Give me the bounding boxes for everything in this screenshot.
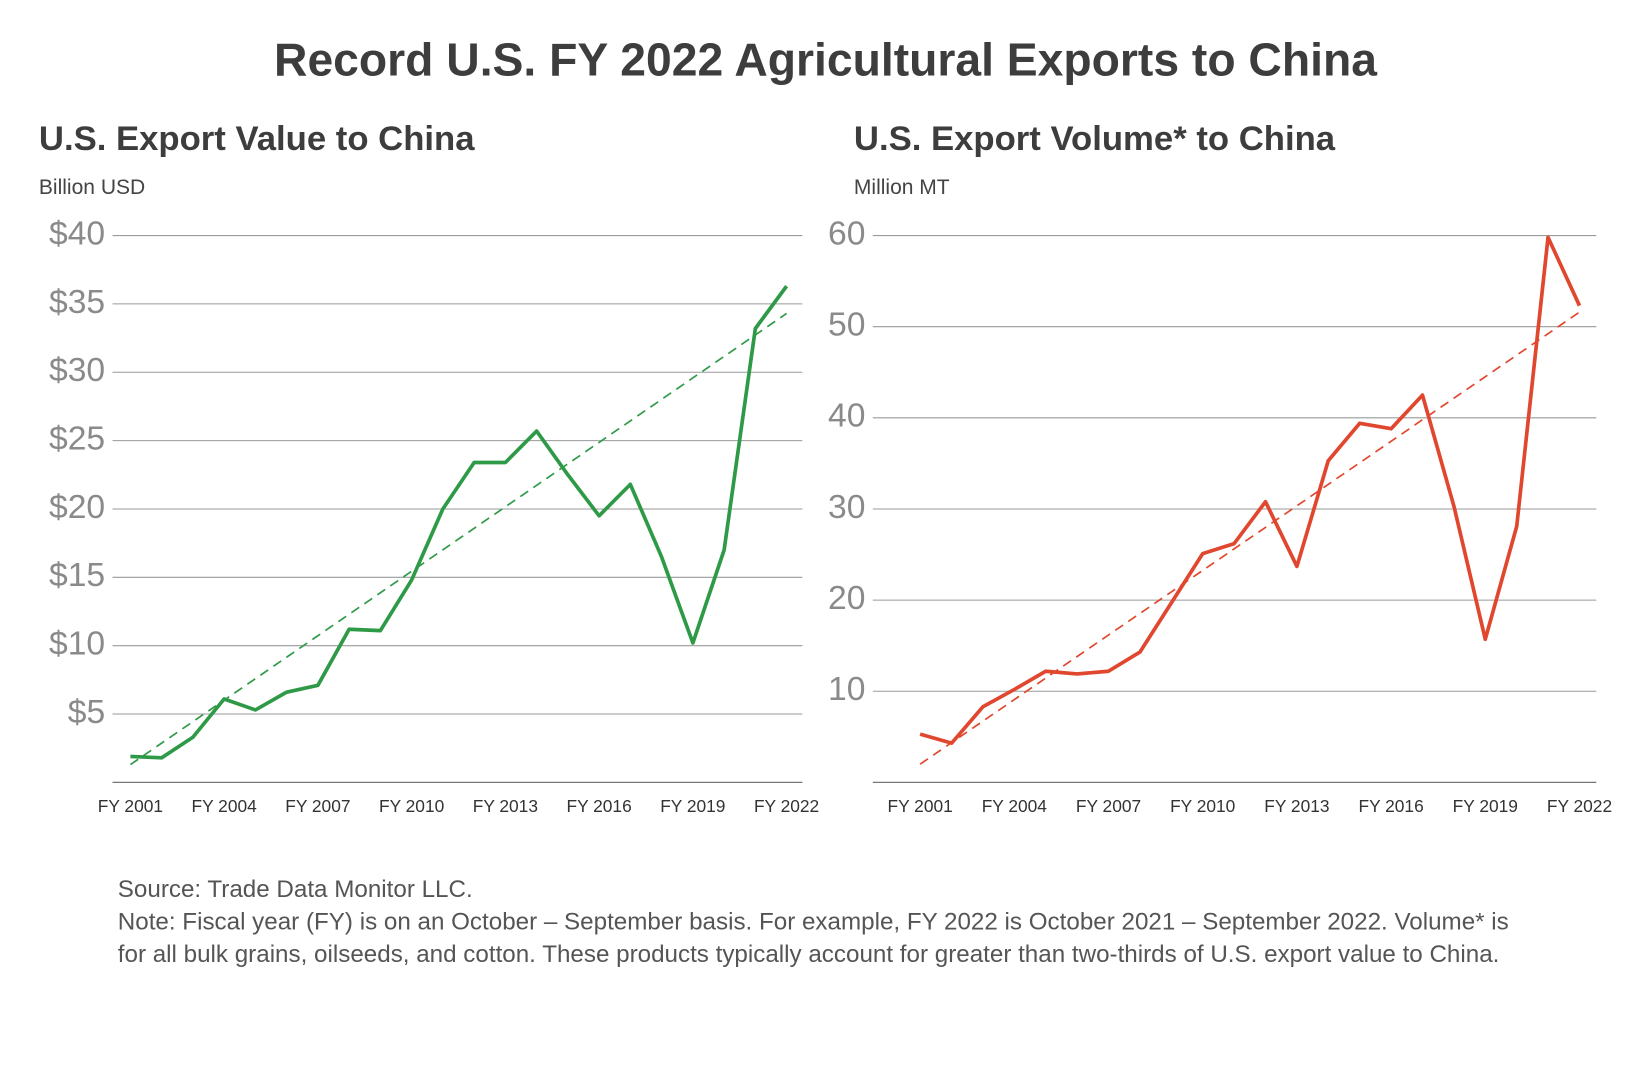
x-tick-label: FY 2010 <box>1170 796 1235 816</box>
trend-line <box>129 312 788 766</box>
y-tick-label: $30 <box>49 352 105 389</box>
data-line <box>130 285 789 760</box>
x-tick-label: FY 2007 <box>285 796 350 816</box>
x-tick-label: FY 2001 <box>98 796 163 816</box>
y-tick-label: $25 <box>49 421 105 458</box>
chart-title: U.S. Export Volume* to China <box>854 120 1336 158</box>
x-tick-label: FY 2016 <box>566 796 631 816</box>
x-tick-label: FY 2004 <box>982 796 1048 816</box>
x-tick-label: FY 2019 <box>1453 796 1518 816</box>
y-tick-label: 40 <box>828 398 865 435</box>
chart-title: U.S. Export Value to China <box>39 120 475 158</box>
chart-subtitle: Billion USD <box>39 176 145 199</box>
x-tick-label: FY 2013 <box>1264 796 1329 816</box>
x-tick-label: FY 2016 <box>1358 796 1423 816</box>
trend-line <box>919 311 1580 765</box>
chart-subtitle: Million MT <box>854 176 950 199</box>
x-tick-label: FY 2019 <box>660 796 725 816</box>
y-tick-label: $15 <box>49 557 105 594</box>
y-tick-label: 50 <box>828 307 865 344</box>
x-tick-label: FY 2004 <box>192 796 258 816</box>
y-tick-label: 10 <box>828 671 865 708</box>
y-tick-label: 30 <box>828 489 865 526</box>
data-line <box>919 235 1582 746</box>
x-tick-label: FY 2010 <box>379 796 444 816</box>
note: Note: Fiscal year (FY) is on an October … <box>117 907 1509 968</box>
x-tick-label: FY 2007 <box>1076 796 1141 816</box>
x-tick-label: FY 2022 <box>754 796 819 816</box>
y-tick-label: $10 <box>49 626 105 663</box>
y-tick-label: $35 <box>49 284 105 321</box>
page-title: Record U.S. FY 2022 Agricultural Exports… <box>274 33 1378 85</box>
x-tick-label: FY 2013 <box>473 796 538 816</box>
y-tick-label: $20 <box>49 489 105 526</box>
x-tick-label: FY 2001 <box>888 796 953 816</box>
source: Source: Trade Data Monitor LLC. <box>117 874 473 903</box>
y-tick-label: 60 <box>828 215 865 252</box>
y-tick-label: $40 <box>49 215 105 252</box>
footnote: Source: Trade Data Monitor LLC. Note: Fi… <box>118 873 1527 971</box>
y-tick-label: $5 <box>68 694 105 731</box>
y-tick-label: 20 <box>828 580 865 617</box>
footnote-text: Source: Trade Data Monitor LLC. Note: Fi… <box>118 873 1527 971</box>
x-tick-label: FY 2022 <box>1547 796 1612 816</box>
